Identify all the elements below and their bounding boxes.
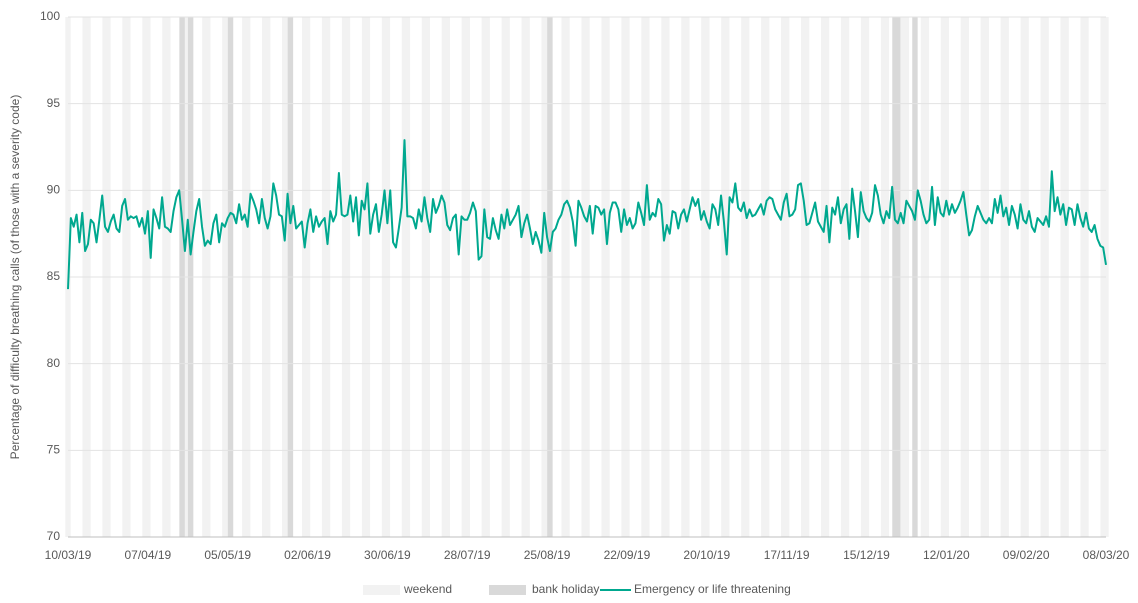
line	[67, 139, 1107, 290]
x-tick-label: 07/04/19	[124, 548, 171, 562]
y-tick-label: 80	[47, 356, 61, 370]
x-tick-label: 20/10/19	[683, 548, 730, 562]
x-tick-label: 05/05/19	[204, 548, 251, 562]
x-tick-label: 25/08/19	[524, 548, 571, 562]
legend-label: Emergency or life threatening	[634, 582, 791, 596]
x-tick-label: 10/03/19	[45, 548, 92, 562]
legend-label: bank holiday	[532, 582, 599, 596]
y-tick-label: 95	[47, 96, 61, 110]
y-axis-label: Percentage of difficulty breathing calls…	[8, 95, 22, 460]
x-tick-label: 17/11/19	[764, 548, 810, 562]
x-tick-label: 08/03/20	[1083, 548, 1130, 562]
x-tick-label: 12/01/20	[923, 548, 970, 562]
legend-swatch	[489, 585, 526, 595]
y-tick-label: 85	[47, 269, 61, 283]
x-tick-label: 15/12/19	[843, 548, 890, 562]
grid-layer	[68, 16, 1106, 538]
legend-swatch	[363, 585, 400, 595]
y-tick-label: 90	[47, 183, 61, 197]
x-tick-label: 22/09/19	[604, 548, 651, 562]
x-tick-label: 02/06/19	[284, 548, 331, 562]
x-tick-label: 09/02/20	[1003, 548, 1050, 562]
y-tick-label: 70	[47, 529, 61, 543]
y-tick-label: 100	[40, 9, 60, 23]
legend-label: weekend	[403, 582, 452, 596]
y-tick-label: 75	[47, 443, 61, 457]
x-tick-label: 30/06/19	[364, 548, 411, 562]
x-tick-label: 28/07/19	[444, 548, 491, 562]
